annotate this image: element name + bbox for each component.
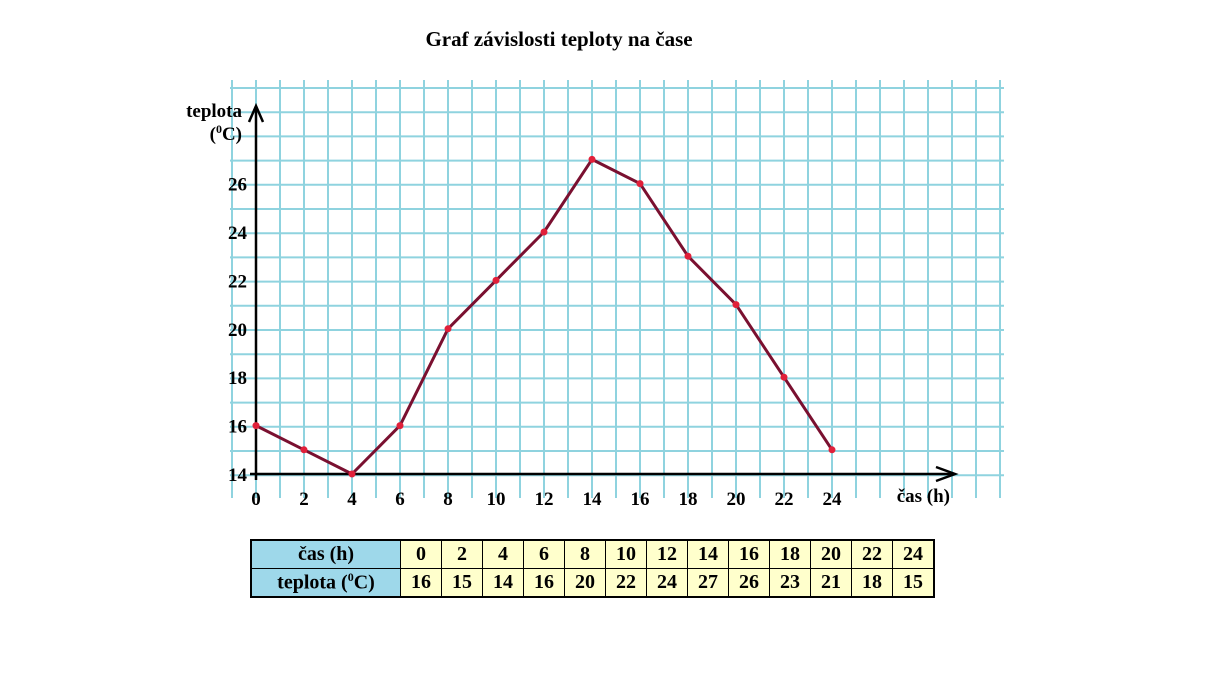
y-tick-label: 14 (228, 465, 248, 486)
temp-label-sup: 0 (347, 570, 354, 585)
table-cell-temperature: 15 (892, 568, 935, 598)
x-tick-label: 10 (487, 489, 506, 510)
x-tick-label: 20 (727, 489, 746, 510)
table-cell-time: 12 (646, 539, 688, 569)
table-cell-temperature: 16 (400, 568, 442, 598)
table-cell-temperature: 15 (441, 568, 483, 598)
table-cell-time: 4 (482, 539, 524, 569)
data-point (396, 422, 404, 430)
table-cell-time: 8 (564, 539, 606, 569)
x-tick-label: 22 (775, 489, 794, 510)
table-cell-temperature: 23 (769, 568, 811, 598)
table-cell-temperature: 26 (728, 568, 770, 598)
data-point (444, 325, 452, 333)
table-cell-time: 22 (851, 539, 893, 569)
grid (230, 80, 1004, 498)
data-point (252, 422, 260, 430)
table-cell-time: 2 (441, 539, 483, 569)
data-point (300, 446, 308, 454)
table-cell-temperature: 14 (482, 568, 524, 598)
table-cell-time: 24 (892, 539, 935, 569)
data-point (828, 446, 836, 454)
table-cell-temperature: 20 (564, 568, 606, 598)
table-cell-time: 18 (769, 539, 811, 569)
x-tick-label: 8 (443, 489, 453, 510)
axes (247, 102, 959, 483)
y-axis-label: teplota (186, 101, 242, 122)
y-tick-labels: 14 16 18 20 22 24 26 (228, 175, 248, 486)
x-tick-label: 6 (395, 489, 405, 510)
table-cell-temperature: 18 (851, 568, 893, 598)
table-cell-time: 16 (728, 539, 770, 569)
table-cell-temperature: 22 (605, 568, 647, 598)
y-unit-close: C) (222, 124, 242, 145)
table-header-time: čas (h) (250, 539, 401, 569)
y-unit-sup: 0 (216, 122, 222, 136)
y-tick-label: 20 (228, 320, 247, 341)
data-point (636, 180, 644, 188)
x-tick-label: 4 (347, 489, 357, 510)
y-axis-arrow (247, 102, 265, 123)
data-point (588, 155, 596, 163)
y-tick-label: 22 (228, 271, 247, 292)
x-tick-label: 24 (823, 489, 843, 510)
data-point (684, 252, 692, 260)
data-table: čas (h) 0 2 4 6 8 10 12 14 16 18 20 22 24 teplota (0… (250, 539, 935, 598)
y-tick-label: 16 (228, 417, 247, 438)
data-point (492, 276, 500, 284)
y-unit-open: ( (210, 124, 216, 145)
temp-label-main: teplota ( (277, 571, 348, 594)
table-cell-temperature: 27 (687, 568, 729, 598)
data-point (348, 470, 356, 478)
table-cell-time: 0 (400, 539, 442, 569)
temp-label-end: C) (353, 571, 375, 594)
x-tick-label: 18 (679, 489, 698, 510)
table-row-time: čas (h) 0 2 4 6 8 10 12 14 16 18 20 22 24 (250, 539, 935, 569)
data-point (732, 301, 740, 309)
x-axis-label: čas (h) (897, 486, 950, 507)
data-point (780, 373, 788, 381)
table-cell-time: 6 (523, 539, 565, 569)
temperature-chart: Graf závislosti teploty na čase 14161820… (186, 27, 1004, 510)
y-tick-label: 26 (228, 175, 247, 196)
x-tick-label: 2 (299, 489, 309, 510)
y-tick-label: 18 (228, 368, 247, 389)
table-cell-time: 20 (810, 539, 852, 569)
x-tick-label: 16 (631, 489, 650, 510)
table-cell-time: 14 (687, 539, 729, 569)
x-tick-label: 0 (251, 489, 261, 510)
table-cell-temperature: 21 (810, 568, 852, 598)
table-cell-temperature: 16 (523, 568, 565, 598)
table-row-temperature: teplota (0C) 16 15 14 16 20 22 24 27 26 23 21 18 15 (250, 568, 935, 598)
y-axis-unit: (0C) (210, 122, 242, 145)
x-tick-labels: 0 2 4 6 8 10 12 14 16 18 20 22 24 (251, 489, 842, 510)
table-cell-time: 10 (605, 539, 647, 569)
series-temperature (252, 155, 836, 478)
data-point (540, 228, 548, 236)
table-header-temperature: teplota (0C) (250, 568, 401, 598)
y-tick-label: 24 (228, 223, 248, 244)
table-cell-temperature: 24 (646, 568, 688, 598)
x-tick-label: 12 (535, 489, 554, 510)
x-tick-label: 14 (583, 489, 603, 510)
x-axis-arrow (935, 465, 959, 483)
chart-title: Graf závislosti teploty na čase (425, 27, 692, 51)
